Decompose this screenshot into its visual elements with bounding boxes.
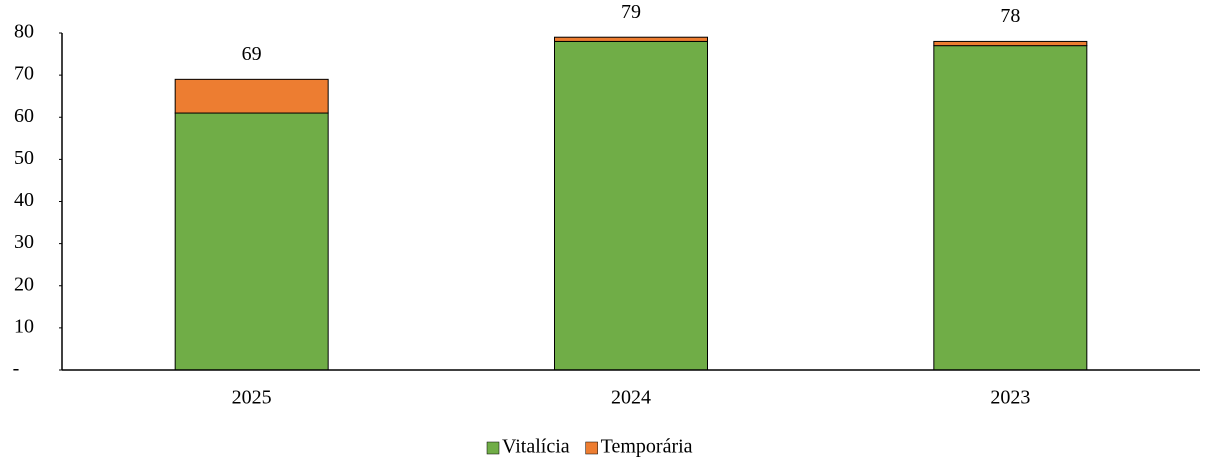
y-tick-label: 10	[14, 315, 34, 337]
y-tick-label: 80	[14, 21, 34, 43]
bar-segment	[554, 36, 708, 42]
total-label: 79	[621, 1, 641, 23]
legend-swatch	[585, 441, 598, 455]
total-label: 69	[242, 43, 262, 65]
legend-label: Temporária	[601, 436, 693, 458]
y-tick-label: 70	[14, 63, 34, 85]
legend-swatch	[486, 441, 500, 455]
bar-segment	[933, 45, 1088, 371]
bar-segment	[554, 40, 708, 371]
x-tick-label: 2024	[611, 387, 651, 409]
bar-segment	[174, 78, 329, 114]
y-tick-label: 20	[14, 273, 34, 295]
y-tick-label: 60	[14, 105, 34, 127]
x-tick-label: 2023	[990, 387, 1030, 409]
y-tick-label: 50	[14, 147, 34, 169]
legend-label: Vitalícia	[502, 436, 570, 458]
total-label: 78	[1000, 5, 1020, 27]
bar-segment	[174, 112, 329, 371]
y-tick-label: -	[13, 358, 20, 380]
x-tick-label: 2025	[232, 387, 272, 409]
bar-segment	[933, 40, 1088, 47]
y-tick-label: 30	[14, 231, 34, 253]
y-tick-label: 40	[14, 189, 34, 211]
